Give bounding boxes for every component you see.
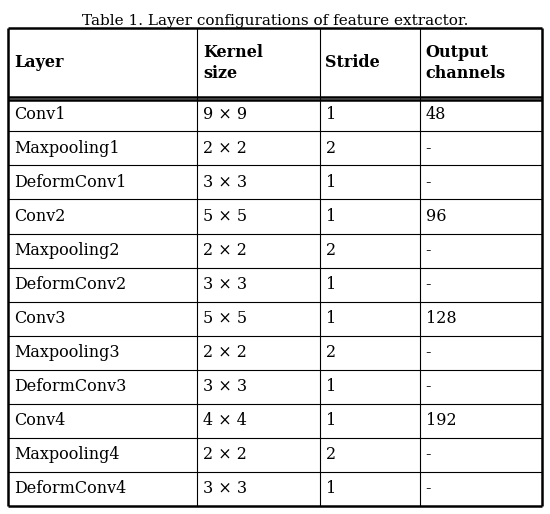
Text: Kernel
size: Kernel size <box>203 44 263 82</box>
Text: -: - <box>426 174 431 191</box>
Text: 1: 1 <box>326 412 336 429</box>
Text: 1: 1 <box>326 481 336 498</box>
Text: DeformConv3: DeformConv3 <box>14 378 127 395</box>
Text: Output
channels: Output channels <box>426 44 506 82</box>
Text: 2 × 2: 2 × 2 <box>203 242 247 259</box>
Text: Maxpooling3: Maxpooling3 <box>14 344 120 361</box>
Text: -: - <box>426 344 431 361</box>
Text: 9 × 9: 9 × 9 <box>203 106 248 123</box>
Text: 5 × 5: 5 × 5 <box>203 208 248 225</box>
Text: 128: 128 <box>426 310 456 327</box>
Text: Conv2: Conv2 <box>14 208 65 225</box>
Text: 1: 1 <box>326 378 336 395</box>
Text: -: - <box>426 481 431 498</box>
Text: 2 × 2: 2 × 2 <box>203 140 247 157</box>
Text: 3 × 3: 3 × 3 <box>203 378 248 395</box>
Text: 5 × 5: 5 × 5 <box>203 310 248 327</box>
Text: 1: 1 <box>326 174 336 191</box>
Text: -: - <box>426 378 431 395</box>
Text: 3 × 3: 3 × 3 <box>203 174 248 191</box>
Text: -: - <box>426 447 431 464</box>
Text: DeformConv1: DeformConv1 <box>14 174 127 191</box>
Text: Stride: Stride <box>326 54 380 71</box>
Text: 2: 2 <box>326 242 336 259</box>
Text: 4 × 4: 4 × 4 <box>203 412 247 429</box>
Text: Maxpooling2: Maxpooling2 <box>14 242 119 259</box>
Text: 2: 2 <box>326 344 336 361</box>
Text: 2 × 2: 2 × 2 <box>203 344 247 361</box>
Text: Table 1. Layer configurations of feature extractor.: Table 1. Layer configurations of feature… <box>82 14 468 28</box>
Text: 192: 192 <box>426 412 456 429</box>
Text: Conv4: Conv4 <box>14 412 65 429</box>
Text: 1: 1 <box>326 276 336 293</box>
Text: 2: 2 <box>326 140 336 157</box>
Text: 3 × 3: 3 × 3 <box>203 276 248 293</box>
Text: DeformConv4: DeformConv4 <box>14 481 127 498</box>
Text: Maxpooling4: Maxpooling4 <box>14 447 119 464</box>
Text: Maxpooling1: Maxpooling1 <box>14 140 120 157</box>
Text: DeformConv2: DeformConv2 <box>14 276 127 293</box>
Text: 2 × 2: 2 × 2 <box>203 447 247 464</box>
Text: 48: 48 <box>426 106 446 123</box>
Text: Conv1: Conv1 <box>14 106 65 123</box>
Text: Conv3: Conv3 <box>14 310 65 327</box>
Text: -: - <box>426 276 431 293</box>
Text: 2: 2 <box>326 447 336 464</box>
Text: 1: 1 <box>326 310 336 327</box>
Text: 96: 96 <box>426 208 446 225</box>
Text: -: - <box>426 140 431 157</box>
Text: 1: 1 <box>326 106 336 123</box>
Text: Layer: Layer <box>14 54 63 71</box>
Text: 1: 1 <box>326 208 336 225</box>
Text: 3 × 3: 3 × 3 <box>203 481 248 498</box>
Text: -: - <box>426 242 431 259</box>
